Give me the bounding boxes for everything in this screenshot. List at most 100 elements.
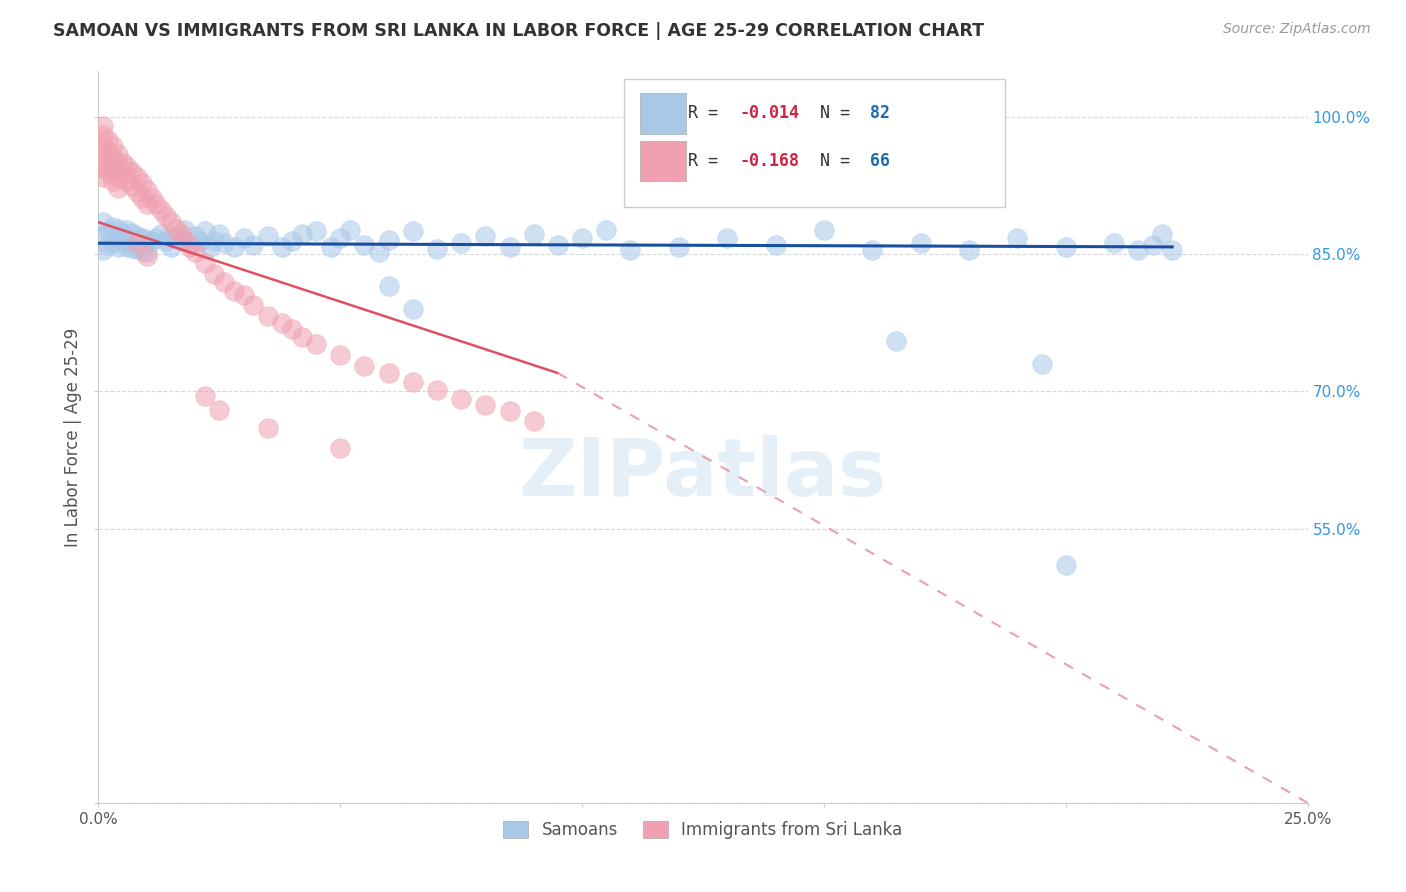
Point [910,236,932,251]
Point [107,231,129,245]
Point [860,243,883,257]
Point [305,224,328,238]
Text: N =: N = [820,152,860,169]
Point [305,336,328,351]
Point [155,234,177,248]
Point [329,348,352,362]
Point [169,234,191,248]
Text: N =: N = [820,104,860,122]
Point [377,366,399,380]
Point [212,275,235,289]
Text: 82: 82 [870,104,890,122]
Point [402,376,425,390]
Point [91,137,114,152]
Point [97,145,120,159]
Point [91,215,114,229]
Point [121,178,143,193]
Point [204,234,226,248]
Text: Source: ZipAtlas.com: Source: ZipAtlas.com [1223,22,1371,37]
Point [150,203,173,218]
Point [141,235,163,249]
Point [450,392,472,406]
Point [131,176,153,190]
Point [256,310,278,324]
Point [242,297,264,311]
Point [619,243,641,257]
Point [127,228,149,243]
Point [111,227,134,241]
Point [194,256,217,270]
Point [668,240,690,254]
Point [141,190,163,204]
Point [160,240,183,254]
Point [135,245,157,260]
Point [498,240,520,254]
Point [402,301,425,317]
Point [194,224,217,238]
Point [1152,227,1174,241]
Point [765,238,787,252]
Point [91,120,114,134]
Text: SAMOAN VS IMMIGRANTS FROM SRI LANKA IN LABOR FORCE | AGE 25-29 CORRELATION CHART: SAMOAN VS IMMIGRANTS FROM SRI LANKA IN L… [53,22,984,40]
Point [222,240,245,254]
Point [174,234,197,248]
Point [716,231,738,245]
Point [212,236,235,251]
Point [107,240,129,254]
Text: 66: 66 [870,152,890,169]
Point [208,227,231,241]
Text: ZIPatlas: ZIPatlas [519,434,887,513]
Point [117,223,139,237]
Point [127,236,149,251]
Point [155,209,177,223]
Point [957,243,980,257]
Text: R =: R = [689,152,728,169]
Point [571,231,593,245]
Point [97,238,120,252]
Point [111,167,134,181]
Point [402,224,425,238]
Point [101,174,124,188]
Text: R =: R = [689,104,728,122]
Point [135,183,157,197]
FancyBboxPatch shape [640,94,686,134]
Point [91,148,114,162]
FancyBboxPatch shape [640,141,686,181]
Point [426,383,449,397]
Point [204,268,226,282]
Point [198,240,221,254]
Point [127,169,149,184]
Point [1031,357,1053,371]
Point [107,158,129,172]
Point [242,238,264,252]
Point [271,240,294,254]
Point [188,234,211,248]
Point [547,238,569,252]
Point [145,197,167,211]
Point [353,359,375,373]
Point [256,228,278,243]
Point [232,231,254,245]
Point [450,236,472,251]
Point [281,322,304,336]
Point [1102,236,1125,251]
Point [184,228,207,243]
Point [179,237,201,252]
Point [121,165,143,179]
Point [1054,240,1077,254]
Point [523,227,546,241]
Point [91,243,114,257]
Point [135,233,157,247]
Point [1128,243,1150,257]
Point [174,223,197,237]
Point [111,234,134,248]
Point [121,226,143,240]
Point [107,221,129,235]
Point [339,223,361,237]
Point [131,231,153,245]
Point [121,241,143,255]
Point [377,233,399,247]
Point [131,244,153,258]
Y-axis label: In Labor Force | Age 25-29: In Labor Force | Age 25-29 [65,327,83,547]
Point [91,228,114,243]
